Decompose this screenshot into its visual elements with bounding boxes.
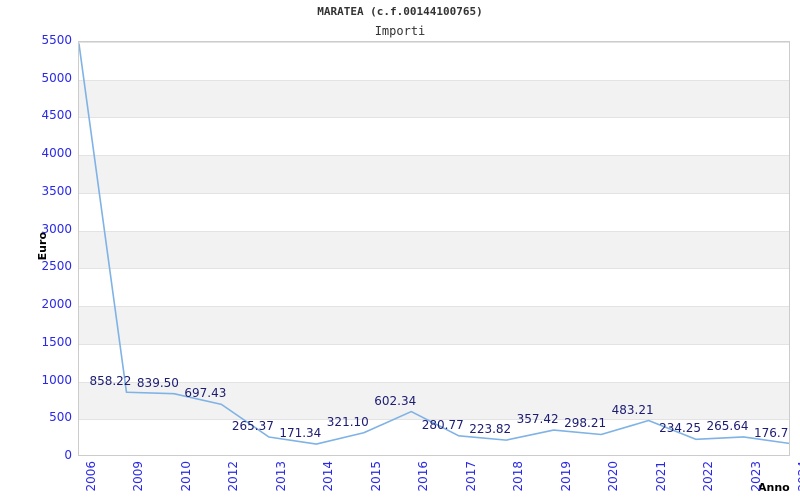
y-axis-title: Euro <box>36 232 49 261</box>
data-point-label: 697.43 <box>184 386 227 401</box>
data-point-label: 176.79 <box>754 425 789 440</box>
x-tick-label: 2022 <box>701 461 716 492</box>
x-tick-label: 2016 <box>416 461 431 492</box>
gridline <box>79 381 789 383</box>
grid-band <box>79 381 789 420</box>
x-axis-title: Anno <box>758 481 790 494</box>
y-tick-label: 3500 <box>41 183 72 198</box>
gridline <box>79 268 789 270</box>
gridline <box>79 155 789 157</box>
series-line <box>79 43 789 445</box>
y-tick-label: 2000 <box>41 297 72 312</box>
y-tick-label: 500 <box>49 410 72 425</box>
grid-band <box>79 306 789 344</box>
gridline <box>79 419 789 421</box>
chart-title: MARATEA (c.f.00144100765) <box>317 5 483 18</box>
plot-area: 5473.24 858.22 839.50 697.43 265.37 171.34 321… <box>78 41 790 456</box>
data-point-label: 265.37 <box>231 418 274 433</box>
y-tick-label: 4500 <box>41 108 72 123</box>
data-point-label: 858.22 <box>89 374 132 389</box>
data-point-label: 357.42 <box>516 412 559 427</box>
gridline <box>79 306 789 308</box>
data-point-label: 483.21 <box>611 402 654 417</box>
x-tick-label: 2017 <box>463 461 478 492</box>
x-tick-label: 2014 <box>321 461 336 492</box>
x-tick-label: 2010 <box>178 461 193 492</box>
data-point-label: 839.50 <box>136 375 179 390</box>
data-point-label: 298.21 <box>564 416 607 431</box>
x-tick-label: 2009 <box>131 461 146 492</box>
data-point-label: 602.34 <box>374 393 417 408</box>
y-tick-label: 0 <box>64 448 72 462</box>
data-point-label: 265.64 <box>706 418 749 433</box>
x-tick-label: 2018 <box>511 461 526 492</box>
gridline <box>79 79 789 81</box>
y-tick-label: 5000 <box>41 70 72 85</box>
x-tick-label: 2020 <box>606 461 621 492</box>
x-tick-label: 2024 <box>796 461 800 492</box>
grid-band <box>79 79 789 118</box>
gridline <box>79 42 789 43</box>
gridline <box>79 230 789 232</box>
y-tick-label: 1500 <box>41 334 72 349</box>
data-point-label: 280.77 <box>421 417 464 432</box>
x-tick-label: 2013 <box>273 461 288 492</box>
y-tick-label: 4000 <box>41 146 72 161</box>
grid-band <box>79 155 789 193</box>
x-tick-label: 2019 <box>558 461 573 492</box>
data-point-label: 5473.24 <box>84 42 134 43</box>
y-tick-label: 5500 <box>41 33 72 47</box>
y-tick-label: 3000 <box>41 221 72 236</box>
data-point-label: 234.25 <box>659 421 702 436</box>
grid-band <box>79 230 789 269</box>
x-tick-label: 2023 <box>748 461 763 492</box>
x-tick-label: 2006 <box>84 461 98 492</box>
data-point-label: 321.10 <box>326 414 369 429</box>
x-tick-label: 2015 <box>368 461 383 492</box>
data-point-label: 171.34 <box>279 426 322 441</box>
gridline <box>79 343 789 345</box>
gridline <box>79 117 789 119</box>
x-tick-label: 2012 <box>226 461 241 492</box>
y-tick-label: 1000 <box>41 372 72 387</box>
data-point-label: 223.82 <box>469 422 512 437</box>
x-tick-label: 2021 <box>653 461 668 492</box>
gridline <box>79 192 789 194</box>
y-tick-label: 2500 <box>41 259 72 274</box>
chart-subtitle: Importi <box>374 24 426 38</box>
